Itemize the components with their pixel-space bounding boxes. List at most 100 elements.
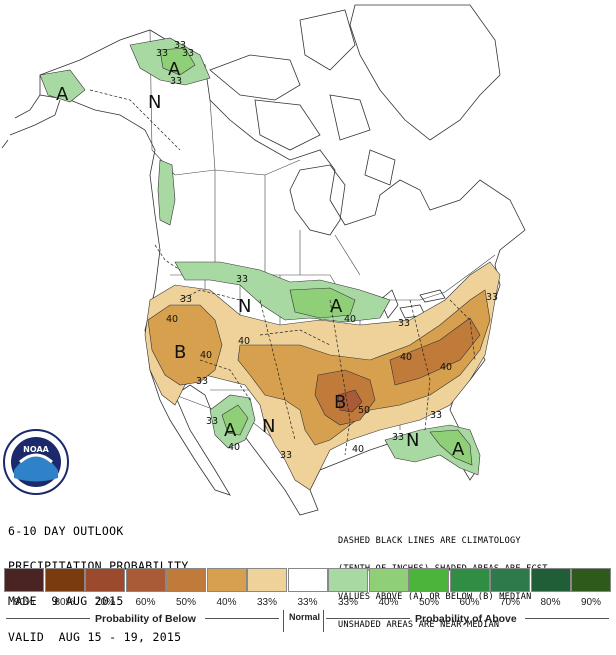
above-arrow-line-right xyxy=(525,618,609,619)
legend-swatch xyxy=(449,568,490,592)
below-arrow-line-right xyxy=(205,618,279,619)
svg-text:33: 33 xyxy=(206,416,218,427)
legend-percent-label: 80% xyxy=(54,597,75,608)
probability-legend: 90% 80% 70% 60% 50% 40% 33% 33% 33% 40% 50% 60% 70% 8… xyxy=(0,560,616,636)
se-A-label: A xyxy=(452,439,465,460)
legend-percent-label: 60% xyxy=(135,597,156,608)
below-arrow-line-left xyxy=(6,618,90,619)
alaska-A2-label: A xyxy=(56,84,69,105)
svg-text:40: 40 xyxy=(440,362,452,373)
alaska-N-label: N xyxy=(148,92,161,113)
sw-N-label: N xyxy=(262,416,275,437)
legend-percent-label: 33% xyxy=(337,597,358,608)
above-40-north xyxy=(289,287,356,319)
legend-percent-label: 33% xyxy=(297,597,318,608)
svg-text:33: 33 xyxy=(196,376,208,387)
legend-swatch xyxy=(530,568,571,592)
precipitation-outlook-map: N A A B N A B A N N A 33 33 33 33 33 40 … xyxy=(1,4,526,516)
above-areas xyxy=(39,37,481,476)
below-areas xyxy=(144,261,501,491)
above-40-alaska xyxy=(159,47,196,76)
legend-swatch xyxy=(287,568,328,592)
svg-text:40: 40 xyxy=(228,442,240,453)
north-A-label: A xyxy=(330,296,343,317)
arctic-islands xyxy=(209,9,396,186)
legend-percent-label: 50% xyxy=(418,597,439,608)
note-line-3: VALUES ABOVE (A) OR BELOW (B) MEDIAN xyxy=(338,592,532,603)
svg-text:33: 33 xyxy=(486,292,498,303)
below-40-central xyxy=(237,289,491,446)
alaska-A1-label: A xyxy=(168,59,181,80)
svg-text:33: 33 xyxy=(398,318,410,329)
legend-percent-label: 90% xyxy=(580,597,601,608)
below-60-core xyxy=(337,389,363,413)
title-line-1: 6-10 DAY OUTLOOK xyxy=(8,523,124,538)
svg-text:33: 33 xyxy=(180,294,192,305)
legend-swatch xyxy=(571,568,611,592)
svg-text:40: 40 xyxy=(400,352,412,363)
svg-text:33: 33 xyxy=(156,48,168,59)
legend-swatch xyxy=(125,568,166,592)
normal-label: Normal xyxy=(289,612,321,622)
us-canada-border xyxy=(170,254,496,301)
above-40-southwest xyxy=(221,404,249,436)
svg-text:NOAA: NOAA xyxy=(23,445,49,454)
climatology-lines xyxy=(89,89,476,456)
hudson-bay xyxy=(289,164,346,236)
sw-A-label: A xyxy=(224,420,237,441)
legend-swatch xyxy=(4,568,44,592)
legend-percent-label: 70% xyxy=(94,597,115,608)
svg-text:40: 40 xyxy=(238,336,250,347)
note-line-1: DASHED BLACK LINES ARE CLIMATOLOGY xyxy=(338,535,521,546)
legend-swatch xyxy=(166,568,206,592)
legend-percent-label: 40% xyxy=(216,597,237,608)
above-arrow-line-left xyxy=(326,618,410,619)
svg-text:33: 33 xyxy=(174,40,186,51)
below-label: Probability of Below xyxy=(95,613,196,625)
normal-divider-left xyxy=(283,610,284,632)
forecast-letters: N A A B N A B A N N A xyxy=(56,59,465,460)
svg-text:40: 40 xyxy=(352,444,364,455)
svg-text:40: 40 xyxy=(344,314,356,325)
legend-percent-label: 33% xyxy=(256,597,277,608)
below-40-west xyxy=(147,304,223,386)
noaa-logo: NOAA xyxy=(3,429,69,495)
svg-text:33: 33 xyxy=(182,48,194,59)
legend-swatch xyxy=(247,568,287,592)
legend-swatch xyxy=(44,568,85,592)
legend-swatch xyxy=(368,568,409,592)
title-line-3: MADE 9 AUG 2015 xyxy=(8,594,124,609)
legend-swatch xyxy=(409,568,449,592)
svg-text:40: 40 xyxy=(166,314,178,325)
svg-text:33: 33 xyxy=(280,450,292,461)
contour-labels: 33 33 33 33 33 40 40 33 33 40 40 40 40 5… xyxy=(156,40,498,461)
legend-percent-label: 50% xyxy=(175,597,196,608)
legend-percent-label: 90% xyxy=(13,597,34,608)
legend-percent-label: 70% xyxy=(499,597,520,608)
midwest-B-label: B xyxy=(334,392,346,413)
legend-percent-label: 60% xyxy=(459,597,480,608)
north-N-label: N xyxy=(238,296,251,317)
legend-swatch xyxy=(490,568,530,592)
greenland-outline xyxy=(349,4,501,141)
svg-text:50: 50 xyxy=(358,405,370,416)
legend-swatch xyxy=(328,568,368,592)
svg-text:33: 33 xyxy=(430,410,442,421)
below-50-east xyxy=(389,317,481,386)
west-B-label: B xyxy=(174,342,186,363)
legend-percent-label: 80% xyxy=(540,597,561,608)
title-line-2: PRECIPITATION PROBABILITY xyxy=(8,558,189,573)
svg-text:33: 33 xyxy=(236,274,248,285)
legend-percent-label: 40% xyxy=(378,597,399,608)
canada-province-lines xyxy=(174,99,361,276)
legend-swatch xyxy=(206,568,247,592)
normal-divider-right xyxy=(323,610,324,632)
above-label: Probability of Above xyxy=(415,613,517,625)
above-40-southeast xyxy=(429,429,473,466)
above-33-pacific-nw xyxy=(157,159,176,226)
note-line-4: UNSHADED AREAS ARE NEAR-MEDIAN xyxy=(338,620,500,631)
svg-text:40: 40 xyxy=(200,350,212,361)
se-N-label: N xyxy=(406,430,419,451)
above-33-alaska-west xyxy=(39,69,86,103)
legend-swatch xyxy=(85,568,125,592)
